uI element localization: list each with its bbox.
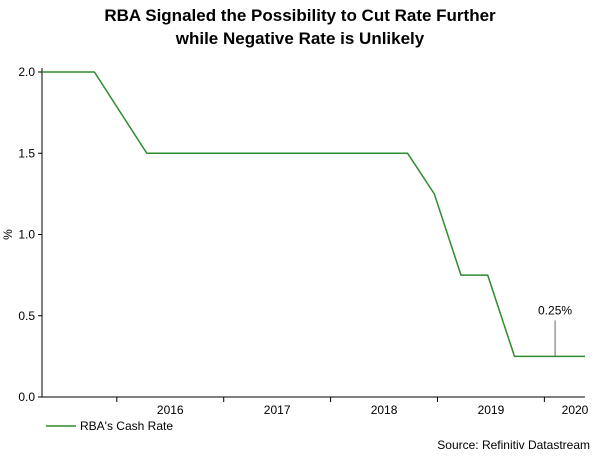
x-tick-label: 2018: [371, 403, 398, 417]
annotation-label: 0.25%: [538, 303, 572, 317]
x-tick-label: 2016: [157, 403, 184, 417]
legend: RBA's Cash Rate: [46, 419, 173, 433]
source-note: Source: Refinitiv Datastream: [437, 438, 590, 452]
x-tick-label: 2020: [562, 403, 589, 417]
x-tick-label: 2019: [478, 403, 505, 417]
series-line-rba-cash-rate: [42, 71, 585, 358]
chart-title-line-1: RBA Signaled the Possibility to Cut Rate…: [104, 6, 496, 25]
axes: 0.0 0.5 1.0 1.5 2.0% 2016 2017 2018 2019 2020: [1, 65, 589, 417]
y-axis-label: %: [1, 229, 15, 240]
y-tick-label: 0.0: [18, 390, 35, 404]
series-layer: [42, 71, 585, 358]
chart-title: RBA Signaled the Possibility to Cut Rate…: [0, 4, 600, 50]
y-tick-label: 1.0: [18, 228, 35, 242]
legend-label: RBA's Cash Rate: [80, 419, 173, 433]
y-tick-label: 2.0: [18, 65, 35, 79]
x-tick-label: 2017: [264, 403, 291, 417]
y-tick-label: 1.5: [18, 146, 35, 160]
y-tick-label: 0.5: [18, 309, 35, 323]
annotation-layer: 0.25%: [538, 303, 572, 357]
chart-title-line-2: while Negative Rate is Unlikely: [175, 29, 425, 48]
